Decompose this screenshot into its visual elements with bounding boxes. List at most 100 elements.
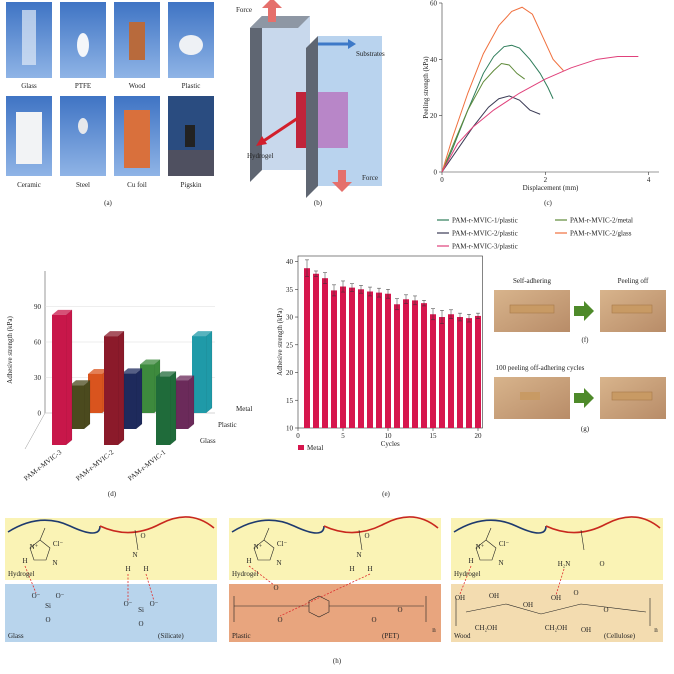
panel-label: (b) — [314, 199, 323, 207]
atom-label: O — [371, 616, 376, 624]
bar — [340, 286, 346, 428]
photo-label: 100 peeling off-adhering cycles — [496, 364, 585, 372]
bond — [263, 527, 270, 541]
bar — [304, 268, 310, 428]
atom-label: N⁺ — [254, 543, 263, 551]
bar-top — [156, 371, 176, 377]
bar — [358, 289, 364, 428]
photo-object — [185, 125, 195, 147]
band-label: Hydrogel — [454, 570, 480, 578]
atom-label: CH₂OH — [475, 624, 497, 632]
atom-label: n — [654, 626, 658, 634]
panel-label: (e) — [382, 490, 390, 498]
atom-label: O — [45, 616, 50, 624]
bar — [385, 293, 391, 428]
bar-side — [205, 330, 213, 414]
band-label: Hydrogel — [232, 570, 258, 578]
atom-label: N⁺ — [30, 543, 39, 551]
line-series — [441, 95, 541, 173]
atom-label: O — [277, 616, 282, 624]
arrow-head — [348, 39, 356, 49]
photo-object — [124, 110, 150, 168]
photo-label: Peeling off — [618, 277, 649, 285]
atom-label: N — [276, 559, 281, 567]
error-bar — [377, 287, 381, 298]
polymer-chain — [545, 516, 661, 534]
row-label: Glass — [200, 437, 216, 445]
photo-object — [22, 10, 36, 65]
bar — [52, 314, 66, 445]
bar — [430, 314, 436, 428]
bar-top — [122, 368, 142, 374]
polymer-chain — [323, 516, 439, 534]
diagram — [250, 0, 382, 198]
y-tick-label: 10 — [286, 425, 294, 433]
atom-label: H — [468, 557, 473, 565]
atom-label: O — [273, 584, 278, 592]
photo-object — [77, 33, 89, 57]
atom-label: O — [573, 589, 578, 597]
panel-label: (a) — [104, 199, 112, 207]
y-tick-label: 90 — [34, 303, 42, 311]
bond — [455, 598, 651, 626]
error-bar — [413, 295, 417, 306]
error-bar — [467, 314, 471, 323]
photo-label: Glass — [21, 82, 37, 90]
x-tick-label: 5 — [341, 432, 345, 440]
photo-label: Cu foil — [127, 181, 147, 189]
x-tick-label: 2 — [544, 176, 548, 184]
error-bar — [431, 308, 435, 321]
x-tick-label: 20 — [475, 432, 483, 440]
atom-label: OH — [523, 601, 533, 609]
photo-object — [78, 118, 88, 134]
legend-label: PAM-r-MVIC-2/glass — [570, 230, 632, 238]
bar — [313, 273, 319, 428]
line-series — [441, 6, 564, 173]
arrow — [574, 301, 594, 321]
atom-label: OH — [551, 594, 561, 602]
error-bar — [404, 294, 408, 304]
band-label: Glass — [8, 632, 24, 640]
atom-label: N⁺ — [476, 543, 485, 551]
bar-top — [174, 375, 194, 381]
bar — [192, 336, 206, 413]
photo-object — [168, 150, 214, 176]
polymer-chain — [231, 519, 325, 534]
x-tick-label: PAM-r-MVIC-2 — [74, 448, 115, 483]
y-tick-label: 0 — [434, 169, 438, 177]
x-tick-label: PAM-r-MVIC-3 — [22, 448, 63, 483]
legend-label: PAM-r-MVIC-2/metal — [570, 217, 633, 225]
x-tick-label: 4 — [647, 176, 651, 184]
x-axis-label: Displacement (mm) — [523, 184, 579, 192]
bond — [134, 529, 139, 551]
error-bar — [386, 289, 390, 299]
error-bar — [323, 272, 327, 284]
photo-label: Steel — [76, 181, 90, 189]
y-tick-label: 20 — [430, 112, 438, 120]
hydrogen-bond — [248, 565, 275, 586]
x-tick-label: 15 — [430, 432, 438, 440]
x-tick-label: 10 — [385, 432, 393, 440]
ring — [308, 595, 330, 618]
atom-label: O — [603, 606, 608, 614]
atom-label: O — [599, 560, 604, 568]
hydrogel-band — [451, 518, 663, 580]
bar — [376, 292, 382, 428]
bar — [448, 314, 454, 428]
panel-label: (f) — [582, 336, 590, 344]
atom-label: N — [132, 551, 137, 559]
hydrogen-bond — [555, 568, 565, 596]
atom-label: H — [125, 565, 130, 573]
arrow-head — [256, 136, 267, 146]
axis — [24, 412, 46, 450]
line-series — [441, 63, 525, 173]
line-series — [441, 44, 554, 173]
atom-label: O⁻ — [150, 600, 159, 608]
bar — [394, 304, 400, 428]
band-label: Wood — [454, 632, 471, 640]
atom-label: Cl⁻ — [277, 540, 288, 548]
bar-top — [104, 331, 124, 337]
row-label: Plastic — [218, 421, 237, 429]
error-bar — [449, 309, 453, 319]
x-tick-label: 0 — [440, 176, 444, 184]
